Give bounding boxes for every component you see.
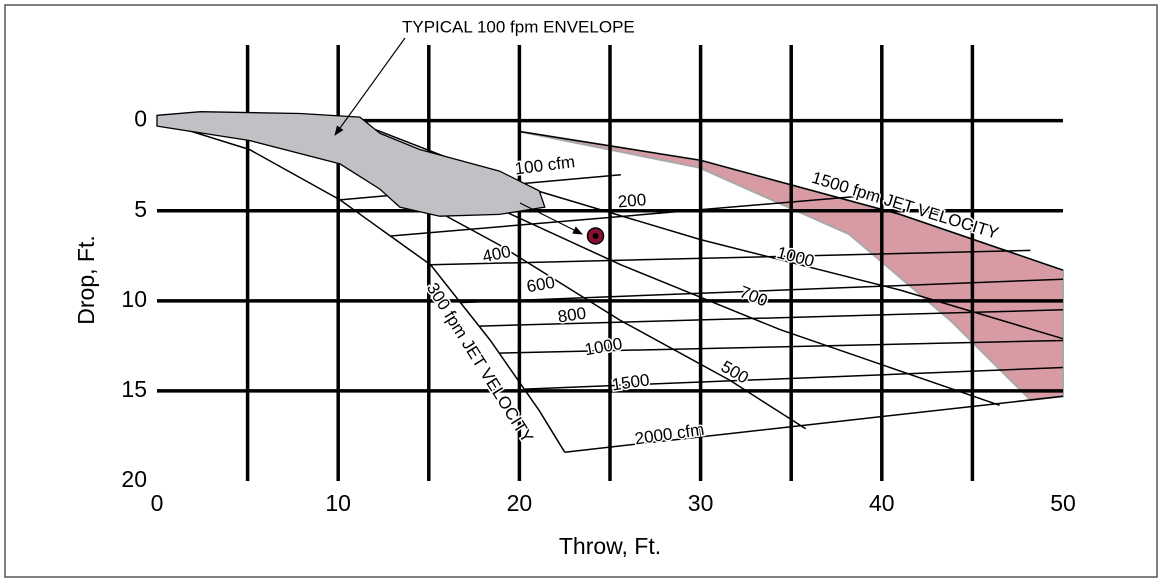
curve-label: 600 bbox=[525, 273, 556, 297]
x-axis-label: Throw, Ft. bbox=[559, 533, 661, 559]
y-tick-label: 10 bbox=[121, 286, 147, 312]
curve-label: 500 bbox=[718, 357, 752, 388]
curve bbox=[499, 339, 1064, 354]
x-tick-label: 30 bbox=[688, 490, 714, 516]
curve-label: 200 bbox=[617, 190, 647, 211]
curve-label: 800 bbox=[557, 304, 588, 327]
curve bbox=[370, 127, 1064, 340]
curve-label: 1000 bbox=[775, 243, 816, 271]
curve bbox=[379, 179, 807, 430]
y-axis-label: Drop, Ft. bbox=[73, 235, 99, 324]
frame bbox=[4, 4, 1158, 578]
x-tick-label: 0 bbox=[151, 490, 164, 516]
curve-label: 700 bbox=[737, 282, 770, 310]
point-center bbox=[592, 232, 599, 239]
point-arrow bbox=[519, 202, 583, 235]
curve bbox=[479, 309, 1064, 327]
curve bbox=[459, 278, 1064, 304]
x-tick-label: 10 bbox=[325, 490, 351, 516]
curve bbox=[390, 193, 881, 237]
envelope bbox=[156, 111, 546, 217]
y-tick-label: 15 bbox=[121, 376, 147, 402]
y-tick-label: 5 bbox=[134, 196, 147, 222]
y-tick-label: 20 bbox=[121, 466, 147, 492]
curve-label: 2000 cfm bbox=[634, 420, 706, 449]
curve bbox=[564, 395, 1064, 453]
curve bbox=[430, 249, 1031, 266]
x-tick-label: 40 bbox=[869, 490, 895, 516]
x-tick-label: 50 bbox=[1050, 490, 1076, 516]
annotation: TYPICAL 100 fpm ENVELOPE bbox=[402, 17, 635, 36]
y-tick-label: 0 bbox=[134, 106, 147, 132]
annotation-arrow bbox=[334, 37, 406, 136]
curve-label: 1000 bbox=[583, 334, 624, 359]
curve bbox=[524, 366, 1064, 390]
x-tick-label: 20 bbox=[507, 490, 533, 516]
curve-label: 100 cfm bbox=[514, 152, 576, 178]
curve bbox=[519, 130, 1064, 271]
